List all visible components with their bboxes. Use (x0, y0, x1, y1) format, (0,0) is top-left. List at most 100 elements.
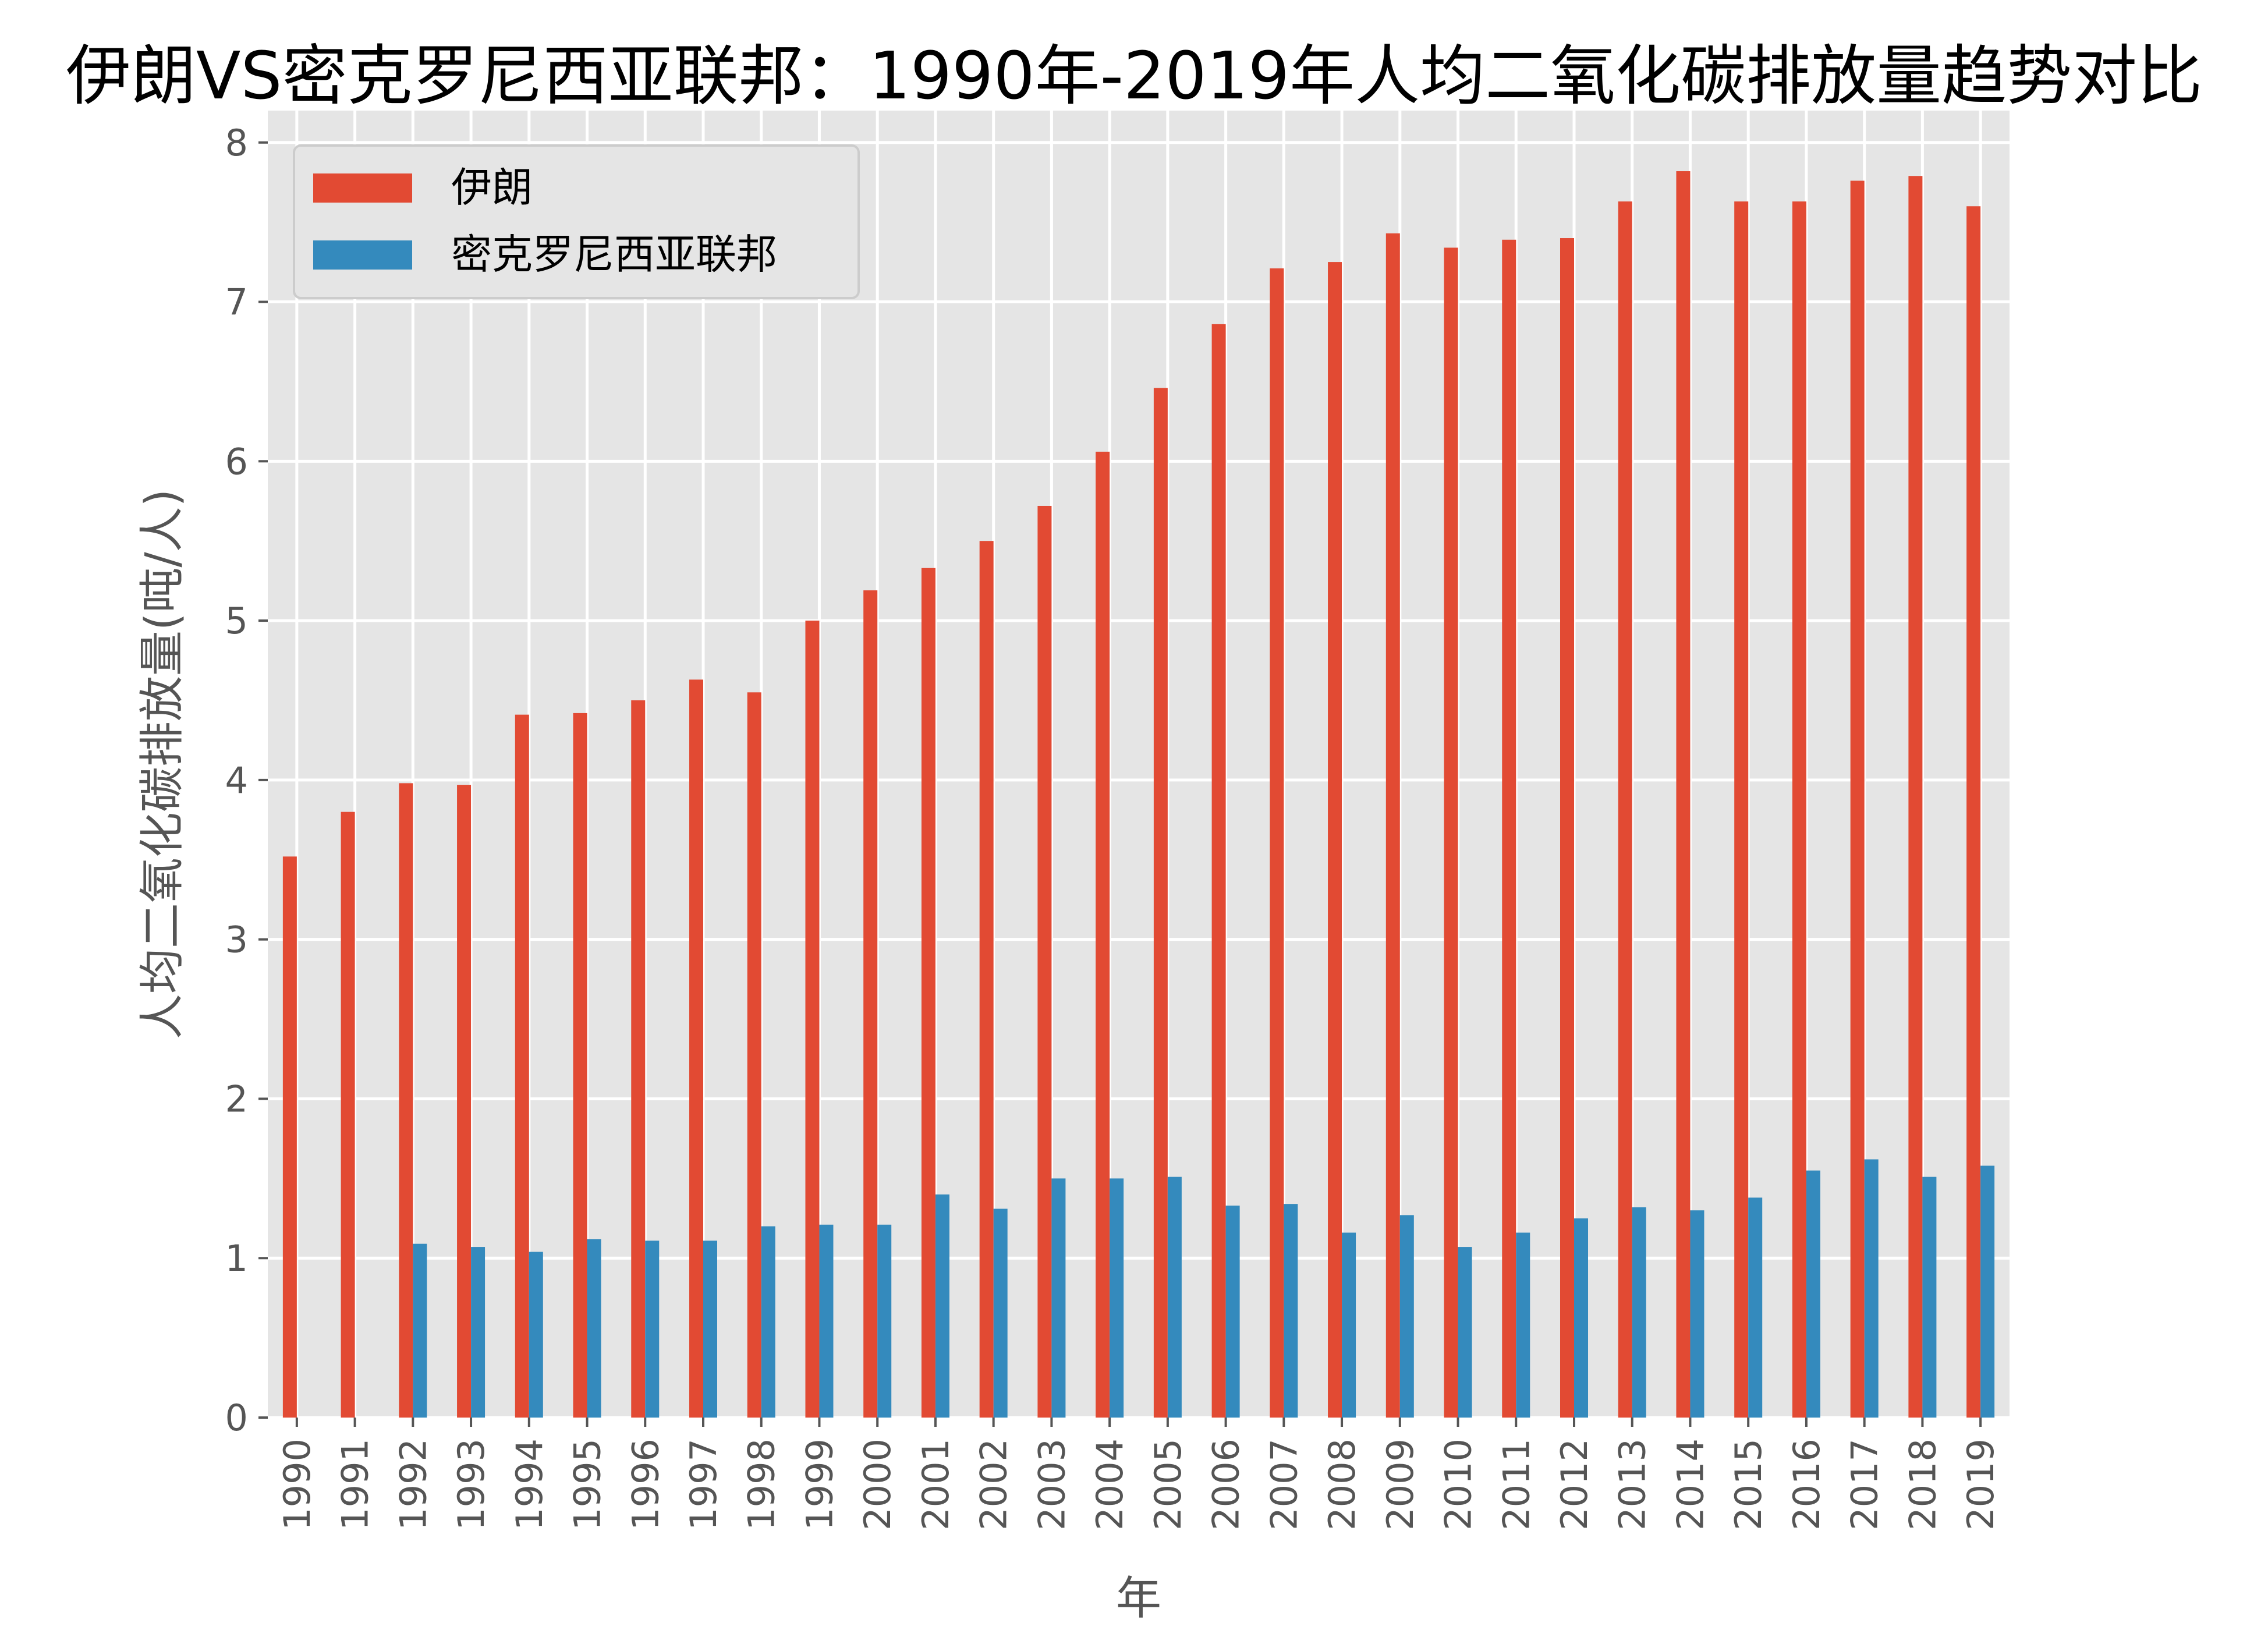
x-tick-label: 1995 (566, 1439, 609, 1530)
x-tick-label: 2006 (1205, 1439, 1248, 1530)
bar-iran-1997 (689, 679, 703, 1418)
x-tick-label: 2007 (1263, 1439, 1305, 1530)
legend-label-iran: 伊朗 (451, 164, 533, 211)
bar-iran-2011 (1502, 239, 1516, 1418)
bar-micronesia-2019 (1980, 1165, 1995, 1418)
x-tick-label: 1994 (508, 1439, 551, 1530)
bar-iran-2014 (1676, 171, 1691, 1418)
bar-iran-2006 (1211, 324, 1226, 1418)
bar-micronesia-2001 (935, 1194, 949, 1418)
bar-iran-1990 (282, 856, 297, 1418)
bar-micronesia-1998 (761, 1226, 775, 1418)
bar-micronesia-1999 (819, 1224, 834, 1418)
y-tick-label: 3 (225, 919, 248, 961)
bar-micronesia-2008 (1342, 1232, 1356, 1418)
x-tick-label: 2009 (1379, 1439, 1422, 1530)
bar-iran-1998 (747, 692, 761, 1418)
bar-iran-2007 (1270, 268, 1284, 1418)
bar-iran-1996 (631, 700, 646, 1418)
bar-iran-1992 (399, 783, 413, 1418)
bar-iran-2010 (1444, 247, 1458, 1418)
y-tick-label: 4 (225, 759, 248, 802)
x-tick-label: 1997 (682, 1439, 725, 1530)
bar-micronesia-2005 (1167, 1177, 1182, 1418)
bar-iran-2000 (863, 590, 878, 1418)
x-tick-label: 2013 (1611, 1439, 1654, 1530)
bar-iran-2004 (1096, 451, 1110, 1418)
bar-iran-1995 (573, 713, 587, 1418)
y-axis-label: 人均二氧化碳排放量(吨/人) (136, 489, 189, 1039)
bar-iran-2009 (1385, 233, 1400, 1418)
x-tick-label: 2003 (1030, 1439, 1073, 1530)
bar-iran-2017 (1850, 180, 1865, 1418)
bar-micronesia-2016 (1806, 1170, 1820, 1418)
bar-micronesia-2002 (993, 1209, 1008, 1418)
x-tick-label: 2008 (1321, 1439, 1363, 1530)
bar-micronesia-2006 (1225, 1205, 1240, 1418)
bar-micronesia-2018 (1922, 1177, 1937, 1418)
x-tick-label: 2005 (1147, 1439, 1189, 1530)
y-tick-label: 2 (225, 1078, 248, 1120)
bar-micronesia-2003 (1051, 1178, 1066, 1418)
bar-micronesia-2014 (1690, 1210, 1704, 1418)
x-tick-label: 2016 (1785, 1439, 1828, 1530)
bar-micronesia-2004 (1110, 1178, 1124, 1418)
bar-iran-2016 (1792, 201, 1806, 1418)
x-tick-label: 1996 (624, 1439, 667, 1530)
bar-iran-2019 (1966, 206, 1981, 1418)
y-tick-label: 8 (225, 122, 248, 164)
bar-iran-1999 (805, 621, 820, 1418)
x-tick-label: 2015 (1727, 1439, 1770, 1530)
bar-iran-2012 (1560, 238, 1574, 1418)
legend-swatch-iran (313, 173, 412, 203)
plot-area (268, 111, 2010, 1418)
bar-iran-2008 (1328, 262, 1342, 1418)
bar-micronesia-2012 (1574, 1218, 1588, 1418)
bar-micronesia-1992 (413, 1243, 427, 1418)
x-tick-label: 2000 (856, 1439, 899, 1530)
y-tick-label: 7 (225, 281, 248, 324)
bar-micronesia-1993 (471, 1247, 486, 1418)
bar-iran-1991 (341, 812, 355, 1418)
y-axis: 0 1 2 3 4 5 6 7 8 (225, 122, 268, 1439)
y-tick-label: 1 (225, 1237, 248, 1280)
x-tick-label: 2014 (1669, 1439, 1711, 1530)
y-tick-label: 0 (225, 1397, 248, 1439)
bar-micronesia-2017 (1864, 1159, 1879, 1418)
y-tick-label: 6 (225, 440, 248, 483)
x-tick-label: 2011 (1495, 1439, 1537, 1530)
bar-micronesia-2000 (877, 1224, 892, 1418)
x-tick-label: 2018 (1901, 1439, 1944, 1530)
bar-micronesia-2009 (1399, 1215, 1414, 1418)
x-tick-label: 2017 (1844, 1439, 1886, 1530)
x-tick-label: 1993 (450, 1439, 492, 1530)
legend-box (293, 144, 860, 299)
bar-micronesia-2010 (1458, 1247, 1472, 1418)
x-axis-label: 年 (1116, 1572, 1161, 1625)
bar-micronesia-2015 (1748, 1197, 1763, 1418)
x-tick-label: 1998 (740, 1439, 783, 1530)
y-tick-label: 5 (225, 600, 248, 642)
bar-micronesia-1994 (529, 1252, 543, 1418)
bar-iran-1993 (457, 785, 472, 1418)
bar-iran-2018 (1908, 176, 1923, 1418)
bar-micronesia-2007 (1284, 1204, 1298, 1418)
legend: 伊朗 密克罗尼西亚联邦 (293, 144, 860, 299)
legend-label-micronesia: 密克罗尼西亚联邦 (451, 231, 777, 278)
x-tick-label: 1999 (798, 1439, 841, 1530)
x-tick-label: 2019 (1959, 1439, 2002, 1530)
x-tick-label: 2002 (973, 1439, 1015, 1530)
x-tick-label: 1990 (276, 1439, 318, 1530)
bar-micronesia-1996 (645, 1241, 660, 1418)
x-tick-label: 2004 (1089, 1439, 1131, 1530)
bar-micronesia-1997 (703, 1241, 717, 1418)
bar-iran-2003 (1037, 505, 1052, 1418)
bars (282, 171, 1995, 1418)
bar-iran-2002 (979, 541, 994, 1418)
legend-swatch-micronesia (313, 240, 412, 270)
x-tick-label: 2012 (1553, 1439, 1596, 1530)
bar-iran-1994 (515, 714, 529, 1418)
x-tick-label: 2010 (1437, 1439, 1480, 1530)
bar-iran-2001 (921, 568, 935, 1418)
